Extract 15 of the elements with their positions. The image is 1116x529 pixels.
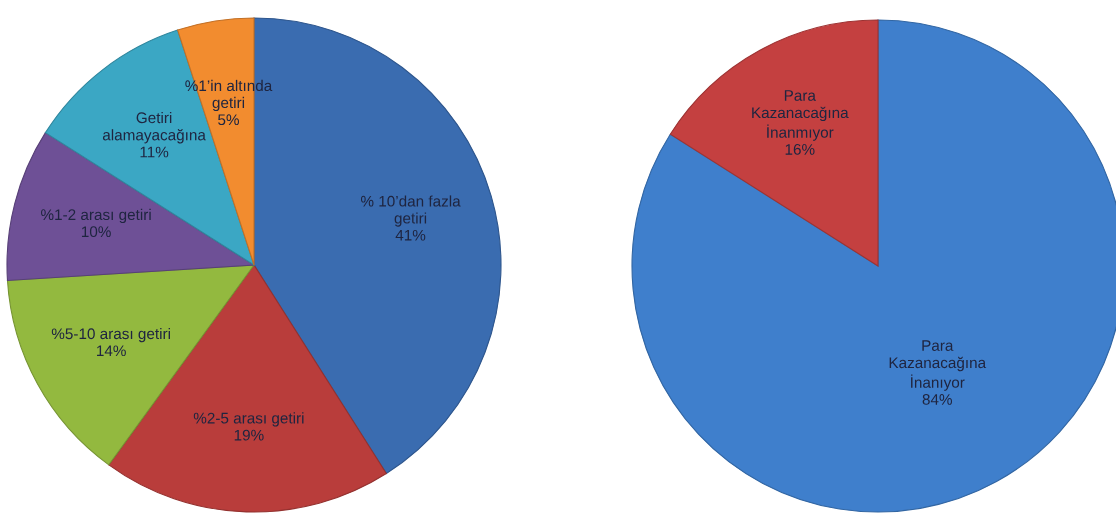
data-label: 10% — [81, 226, 111, 238]
data-label: 19% — [234, 429, 264, 441]
data-label: 16% — [785, 143, 815, 155]
slice-label: Para Kazanacağına İnanıyor — [889, 340, 987, 391]
slice-label: %1-2 arası getiri — [41, 208, 151, 224]
data-label: 11% — [140, 146, 169, 158]
slice-label: %2-5 arası getiri — [193, 412, 304, 427]
slice-label: Para Kazanacağına İnanmıyor — [752, 90, 849, 141]
slice-label: %5-10 arası getiri — [51, 327, 170, 343]
data-label: 5% — [218, 114, 239, 126]
data-label: 41% — [395, 229, 426, 241]
slice-label: Getiri alamayacağına — [102, 111, 206, 144]
data-label: 14% — [97, 345, 126, 357]
slice-label: % 10’dan fazla getiri — [360, 195, 461, 227]
data-label: 84% — [922, 394, 952, 405]
